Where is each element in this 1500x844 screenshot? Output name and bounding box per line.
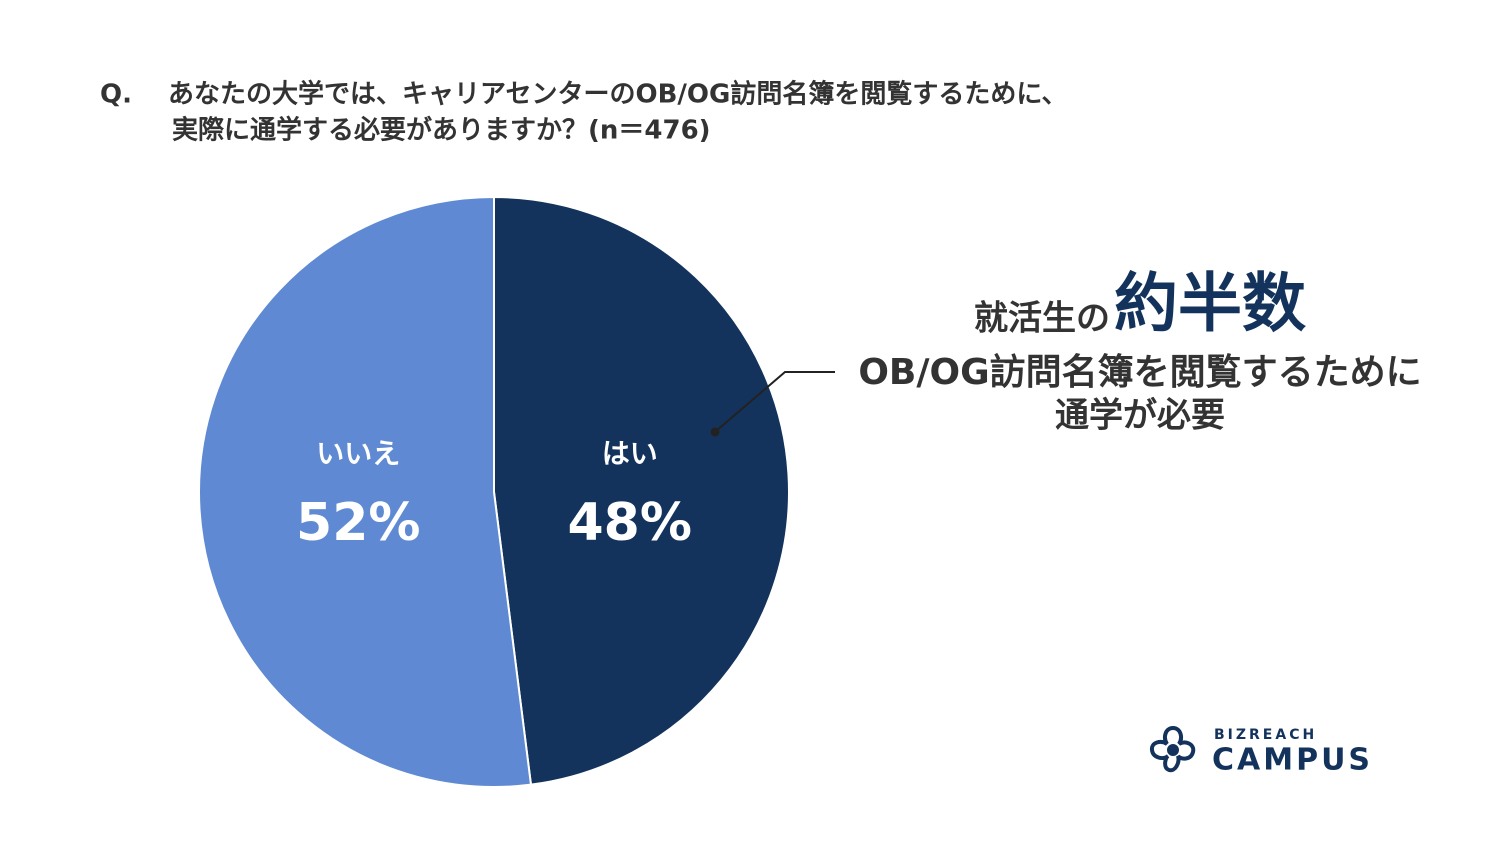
title-line: あなたの大学では、キャリアセンターのOB/OG訪問名簿を閲覧するために、	[168, 79, 1068, 110]
logo-top: BIZREACH	[1214, 727, 1317, 743]
callout-line	[714, 371, 835, 433]
annotation-line: OB/OG訪問名簿を閲覧するために	[858, 352, 1421, 393]
logo-icon	[1149, 725, 1196, 773]
annotation-emphasis: 約半数	[1114, 268, 1306, 342]
annotation-line: 通学が必要	[1055, 396, 1225, 436]
logo-bottom: CAMPUS	[1212, 743, 1373, 778]
annotation-prefix: 就活生の	[974, 299, 1110, 339]
callout-dot	[710, 427, 720, 437]
slice-label: はい	[602, 437, 658, 470]
pie-slice	[198, 195, 533, 788]
pie-slice	[493, 195, 790, 786]
slice-value-label: 52%	[296, 493, 420, 553]
slice-label: いいえ	[316, 437, 400, 470]
question-label: Q.	[100, 80, 132, 110]
pie: はい 48% いいえ 52%	[198, 195, 790, 788]
slice-value-label: 48%	[567, 493, 691, 553]
title-line: 実際に通学する必要がありますか？(n＝476)	[172, 115, 711, 146]
